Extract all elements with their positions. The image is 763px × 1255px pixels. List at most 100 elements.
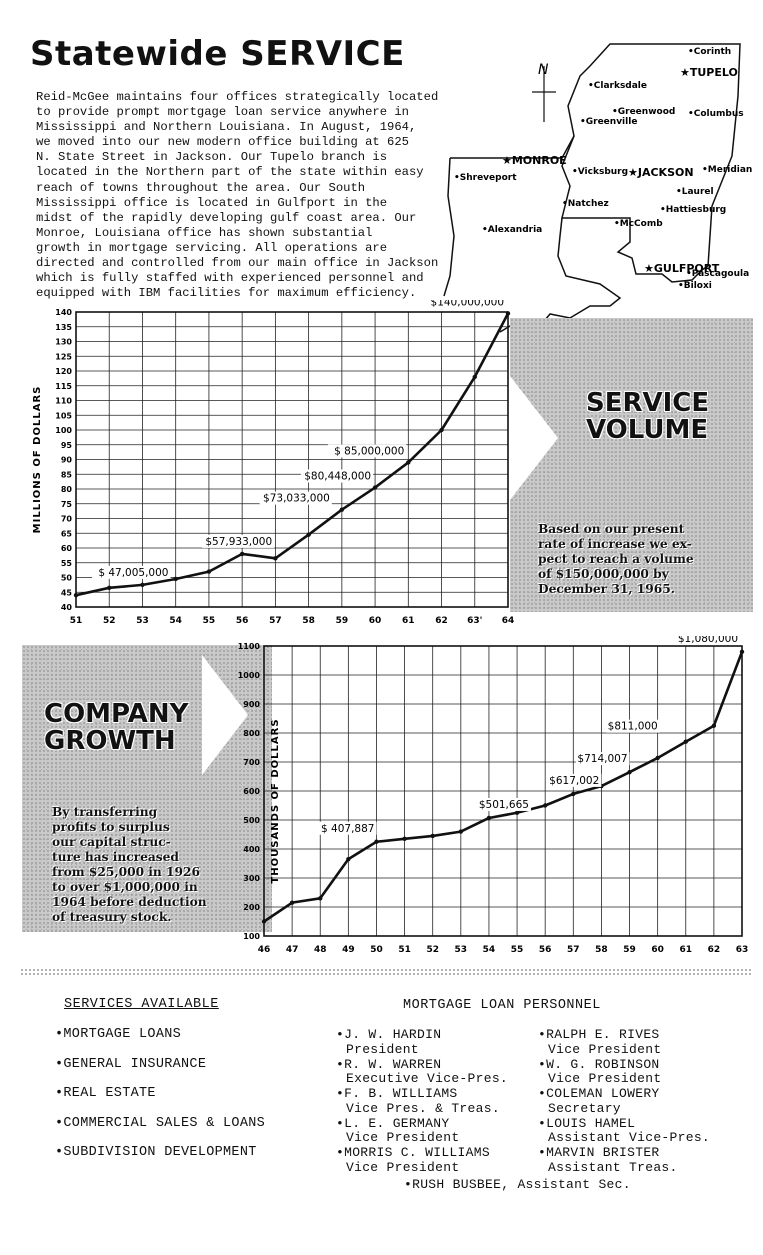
x-tick-label: 59 — [336, 616, 349, 626]
map-town-clarksdale: •Clarksdale — [588, 81, 647, 91]
data-point — [173, 576, 178, 582]
x-tick-label: 52 — [426, 945, 439, 955]
personnel-entry: •R. W. WARREN Executive Vice-Pres. — [336, 1056, 508, 1087]
x-tick-label: 57 — [567, 945, 580, 955]
service-volume-heading: SERVICE VOLUME — [586, 388, 710, 445]
personnel-name: •L. E. GERMANY — [336, 1115, 450, 1131]
x-tick-label: 49 — [342, 945, 355, 955]
personnel-title: Vice Pres. & Treas. — [346, 1100, 500, 1116]
data-point — [683, 739, 688, 744]
map-town-corinth: •Corinth — [688, 47, 731, 57]
company-growth-panel: COMPANY GROWTH By transferring profits t… — [22, 645, 272, 932]
personnel-title: Vice President — [548, 1071, 662, 1087]
data-label-bg — [259, 491, 332, 505]
service-item: •GENERAL INSURANCE — [55, 1056, 207, 1072]
data-point — [486, 815, 492, 821]
personnel-last: •RUSH BUSBEE, Assistant Sec. — [404, 1177, 631, 1192]
personnel-title: Vice President — [548, 1041, 662, 1057]
y-tick-label: 60 — [61, 544, 73, 553]
company-growth-note: By transferring profits to surplus our c… — [52, 805, 207, 924]
map-town-pascagoula: •Pascagoula — [686, 269, 749, 279]
state-map: N •Corinth ★TUPELO •Clarksdale •Greenwood•G… — [443, 43, 752, 333]
y-tick-label: 600 — [243, 787, 260, 796]
x-tick-label: 51 — [398, 945, 411, 955]
data-point — [627, 769, 632, 775]
service-item: •COMMERCIAL SALES & LOANS — [55, 1115, 266, 1131]
data-label-bg — [300, 469, 374, 483]
y-tick-label: 135 — [55, 323, 72, 332]
chart-frame — [75, 311, 509, 608]
map-town-label: •Shreveport — [454, 173, 517, 183]
x-tick-label: 51 — [70, 616, 83, 626]
data-point — [711, 723, 717, 728]
data-point — [372, 485, 378, 490]
x-tick-label: 54 — [483, 945, 496, 955]
data-point — [73, 593, 79, 598]
map-town-mccomb: •McComb — [614, 219, 663, 229]
data-point — [273, 556, 278, 561]
y-axis-label: THOUSANDS OF DOLLARS — [270, 718, 281, 883]
y-tick-label: 400 — [243, 845, 260, 854]
personnel-name: •R. W. WARREN — [336, 1056, 442, 1072]
personnel-entry: •RALPH E. RIVES Vice President — [538, 1027, 662, 1057]
map-town-label: •Columbus — [688, 109, 744, 119]
data-label-bg — [477, 797, 531, 811]
map-town-natchez: •Natchez — [562, 199, 609, 209]
map-town-laurel: •Laurel — [676, 187, 714, 197]
personnel-title: Vice President — [346, 1130, 460, 1146]
x-tick-label: 53 — [136, 616, 149, 626]
data-point — [430, 833, 435, 839]
data-label-bg — [606, 719, 660, 733]
data-point — [439, 427, 444, 433]
x-tick-label: 57 — [269, 616, 282, 626]
data-label: $714,007 — [577, 753, 627, 765]
x-tick-label: 55 — [511, 945, 524, 955]
personnel-title: Vice President — [346, 1159, 460, 1175]
x-tick-label: 55 — [203, 616, 216, 626]
personnel-entry: •F. B. WILLIAMS Vice Pres. & Treas. — [336, 1086, 500, 1116]
y-tick-label: 120 — [55, 367, 72, 376]
personnel-title: President — [346, 1041, 419, 1057]
compass-label: N — [538, 62, 549, 78]
chart-frame — [263, 645, 743, 937]
map-town-gulfport: ★GULFPORT — [644, 262, 720, 275]
personnel-title: Assistant Vice-Pres. — [548, 1130, 711, 1146]
x-tick-label: 61 — [679, 945, 692, 955]
y-tick-label: 85 — [61, 470, 73, 479]
service-volume-note: Based on our present rate of increase we… — [538, 522, 694, 596]
y-tick-label: 130 — [55, 338, 72, 347]
x-tick-label: 47 — [286, 945, 299, 955]
x-tick-label: 52 — [103, 616, 116, 626]
x-tick-label: 61 — [402, 616, 415, 626]
map-town-columbus: •Columbus — [688, 109, 744, 119]
personnel-name: •J. W. HARDIN — [336, 1027, 442, 1042]
company-growth-heading: COMPANY GROWTH — [44, 699, 189, 756]
y-tick-label: 500 — [243, 816, 260, 825]
data-point — [571, 791, 576, 797]
y-axis-label: MILLIONS OF DOLLARS — [32, 386, 43, 534]
personnel-name: •W. G. ROBINSON — [538, 1056, 660, 1072]
company-growth-chart: 100 200 300 400 500 600 700 800 900 1000 1100 46 47 4… — [238, 636, 748, 955]
x-tick-label: 60 — [651, 945, 664, 955]
data-label: $ 47,005,000 — [98, 567, 168, 579]
y-tick-label: 115 — [55, 382, 72, 391]
y-tick-label: 70 — [61, 515, 73, 524]
x-tick-label: 58 — [302, 616, 315, 626]
map-town-label: ★JACKSON — [628, 166, 694, 179]
data-point — [406, 460, 411, 465]
data-point — [655, 755, 660, 761]
y-tick-label: 100 — [243, 932, 260, 941]
data-label: $501,665 — [479, 799, 529, 811]
data-point — [402, 836, 407, 842]
map-town-label: ★GULFPORT — [644, 262, 720, 275]
y-tick-label: 140 — [55, 308, 72, 317]
y-tick-label: 40 — [61, 603, 73, 612]
data-label: $1,080,000 — [678, 636, 738, 645]
compass-icon — [532, 66, 556, 122]
y-tick-label: 95 — [61, 441, 73, 450]
x-tick-label: 56 — [539, 945, 552, 955]
map-town-label: •Clarksdale — [588, 81, 647, 91]
map-town-label: •Hattiesburg — [660, 205, 726, 215]
y-tick-label: 200 — [243, 903, 260, 912]
map-town-biloxi: •Biloxi — [678, 281, 712, 291]
